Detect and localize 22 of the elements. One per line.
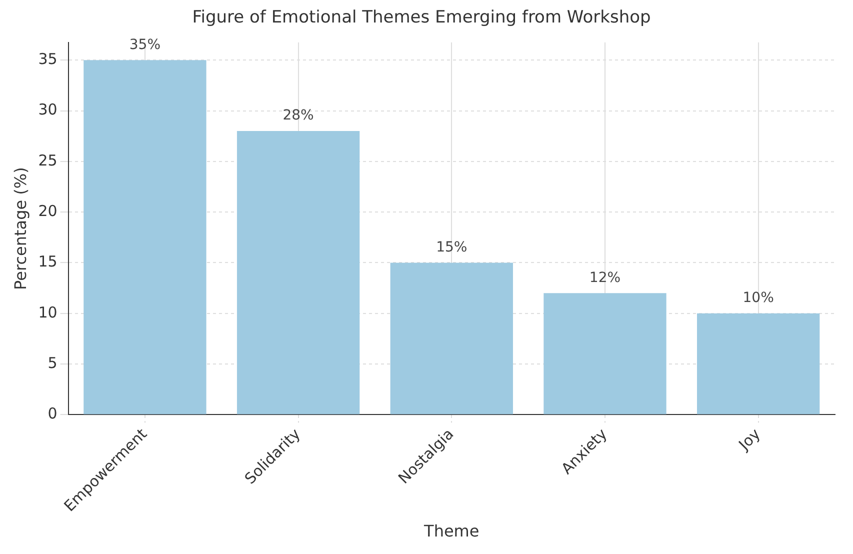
x-axis-title: Theme — [423, 522, 480, 541]
y-tick-label: 0 — [48, 404, 58, 423]
data-label: 35% — [129, 36, 161, 53]
y-axis-title: Percentage (%) — [10, 167, 30, 290]
y-tick-label: 20 — [38, 202, 58, 220]
data-label: 12% — [589, 270, 621, 286]
bar — [236, 131, 360, 414]
y-tick-label: 35 — [38, 50, 58, 68]
x-tick-label: Joy — [734, 424, 764, 454]
y-tick-label: 10 — [38, 303, 58, 322]
data-label: 28% — [282, 108, 314, 124]
bar — [696, 313, 820, 414]
bar — [84, 60, 206, 414]
y-tick-label: 5 — [48, 354, 58, 372]
y-tick-label: 25 — [38, 151, 58, 170]
y-tick-label: 15 — [38, 252, 58, 271]
bar — [390, 262, 513, 414]
chart-title: Figure of Emotional Themes Emerging from Workshop — [192, 8, 651, 28]
data-label: 10% — [742, 290, 774, 306]
data-label: 15% — [436, 239, 468, 256]
bar — [544, 293, 666, 414]
y-tick-label: 30 — [38, 100, 58, 119]
